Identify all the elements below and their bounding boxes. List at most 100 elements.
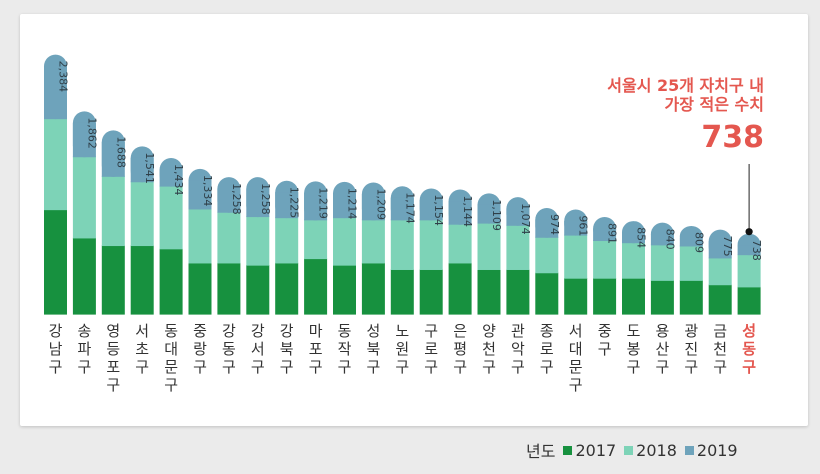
data-label: 775 [721, 236, 734, 257]
bar-segment-2019-fill [361, 193, 385, 221]
bar-segment-2019-fill [217, 188, 241, 213]
bar-group [275, 180, 299, 315]
bar-segment-2018 [101, 175, 125, 247]
annotation-dot [745, 228, 753, 236]
data-label: 1,154 [432, 194, 445, 226]
bar-group [130, 146, 154, 315]
legend-title: 년도 [526, 442, 556, 461]
bar-group [593, 217, 617, 315]
bar-segment-2019-fill [737, 245, 761, 256]
data-label: 1,074 [519, 203, 532, 235]
bar-group [72, 111, 96, 315]
data-label: 1,144 [461, 196, 474, 228]
bar-segment-2017 [217, 262, 241, 315]
bar-segment-2019-fill [535, 219, 559, 238]
data-label: 2,384 [57, 61, 70, 93]
bar-segment-2019-fill [650, 234, 674, 246]
bar-group [622, 221, 645, 315]
bar-segment-2017 [593, 278, 617, 315]
bar-segment-2019-fill [564, 220, 588, 236]
legend-item-2017: 2017 [563, 441, 616, 460]
bar-segment-2018 [159, 185, 183, 250]
annotation-value: 738 [701, 120, 764, 155]
bar-group [506, 197, 530, 315]
bar-segment-2019-fill [304, 192, 328, 221]
annotation-line-1: 서울시 25개 자치구 내 [607, 76, 764, 95]
legend-item-2019: 2019 [684, 441, 738, 460]
bar-segment-2019-fill [593, 228, 617, 242]
data-label: 1,334 [201, 175, 214, 207]
bar-group [737, 233, 761, 315]
bar-segment-2017 [564, 278, 588, 315]
bar-segment-2018 [419, 219, 443, 270]
bar-segment-2017 [622, 278, 645, 315]
data-label: 840 [663, 229, 676, 250]
bar-segment-2018 [506, 224, 530, 270]
bar-segment-2017 [737, 286, 761, 315]
legend-swatch-2018 [624, 445, 634, 455]
bar-segment-2019-fill [390, 197, 414, 221]
bar-segment-2018 [737, 254, 761, 288]
bar-group [159, 157, 183, 315]
bar-segment-2018 [275, 217, 299, 264]
data-label: 891 [606, 223, 619, 244]
bar-group [535, 208, 559, 315]
data-label: 1,541 [143, 152, 156, 184]
bar-segment-2019-fill [72, 122, 96, 158]
bar-group [333, 181, 356, 315]
bar-segment-2017 [419, 269, 443, 315]
bar-group [448, 189, 472, 315]
bar-segment-2019-fill [506, 208, 530, 226]
bar-group [650, 222, 674, 315]
stacked-bar-chart: 2,384 강 남 구 1,862 송 파 구 1,688 영 등 포 구 1,541 서 초 구 1,434 동 대… [44, 54, 763, 394]
legend-label-2018: 2018 [636, 440, 677, 460]
bar-segment-2018 [333, 217, 356, 266]
data-label: 974 [548, 214, 561, 235]
bar-segment-2018 [217, 211, 241, 264]
bar-segment-2018 [535, 236, 559, 274]
bar-segment-2018 [361, 219, 385, 264]
bar-segment-2018 [708, 257, 732, 286]
data-label: 1,174 [403, 192, 416, 224]
data-label: 1,209 [374, 188, 387, 220]
data-label: 1,258 [259, 183, 272, 214]
bar-segment-2019-fill [333, 193, 356, 219]
data-label: 1,688 [114, 136, 127, 168]
data-label: 1,109 [490, 199, 503, 231]
bar-segment-2018 [477, 222, 501, 270]
bar-segment-2017 [535, 272, 559, 315]
bar-segment-2019-fill [275, 192, 299, 219]
bar-segment-2017 [246, 265, 270, 315]
data-label: 1,225 [288, 187, 301, 219]
bar-segment-2018 [246, 216, 270, 266]
bar-group [246, 177, 270, 315]
bar-segment-2019-fill [419, 199, 443, 221]
bar-group [679, 225, 703, 315]
bar-segment-2019-fill [44, 66, 67, 120]
bar-segment-2018 [622, 242, 645, 279]
bar-segment-2017 [361, 262, 385, 315]
bar-segment-2017 [72, 237, 96, 315]
bar-segment-2017 [390, 269, 414, 315]
bar-group [361, 182, 385, 315]
legend-label-2017: 2017 [575, 440, 617, 460]
bar-segment-2017 [44, 209, 67, 315]
bar-group [477, 193, 501, 315]
bar-segment-2018 [679, 245, 703, 281]
bar-segment-2017 [188, 262, 212, 315]
bar-segment-2019-fill [622, 232, 645, 244]
chart-card: 2,384 강 남 구 1,862 송 파 구 1,688 영 등 포 구 1,541 서 초 구 1,434 동 대… [20, 14, 808, 426]
